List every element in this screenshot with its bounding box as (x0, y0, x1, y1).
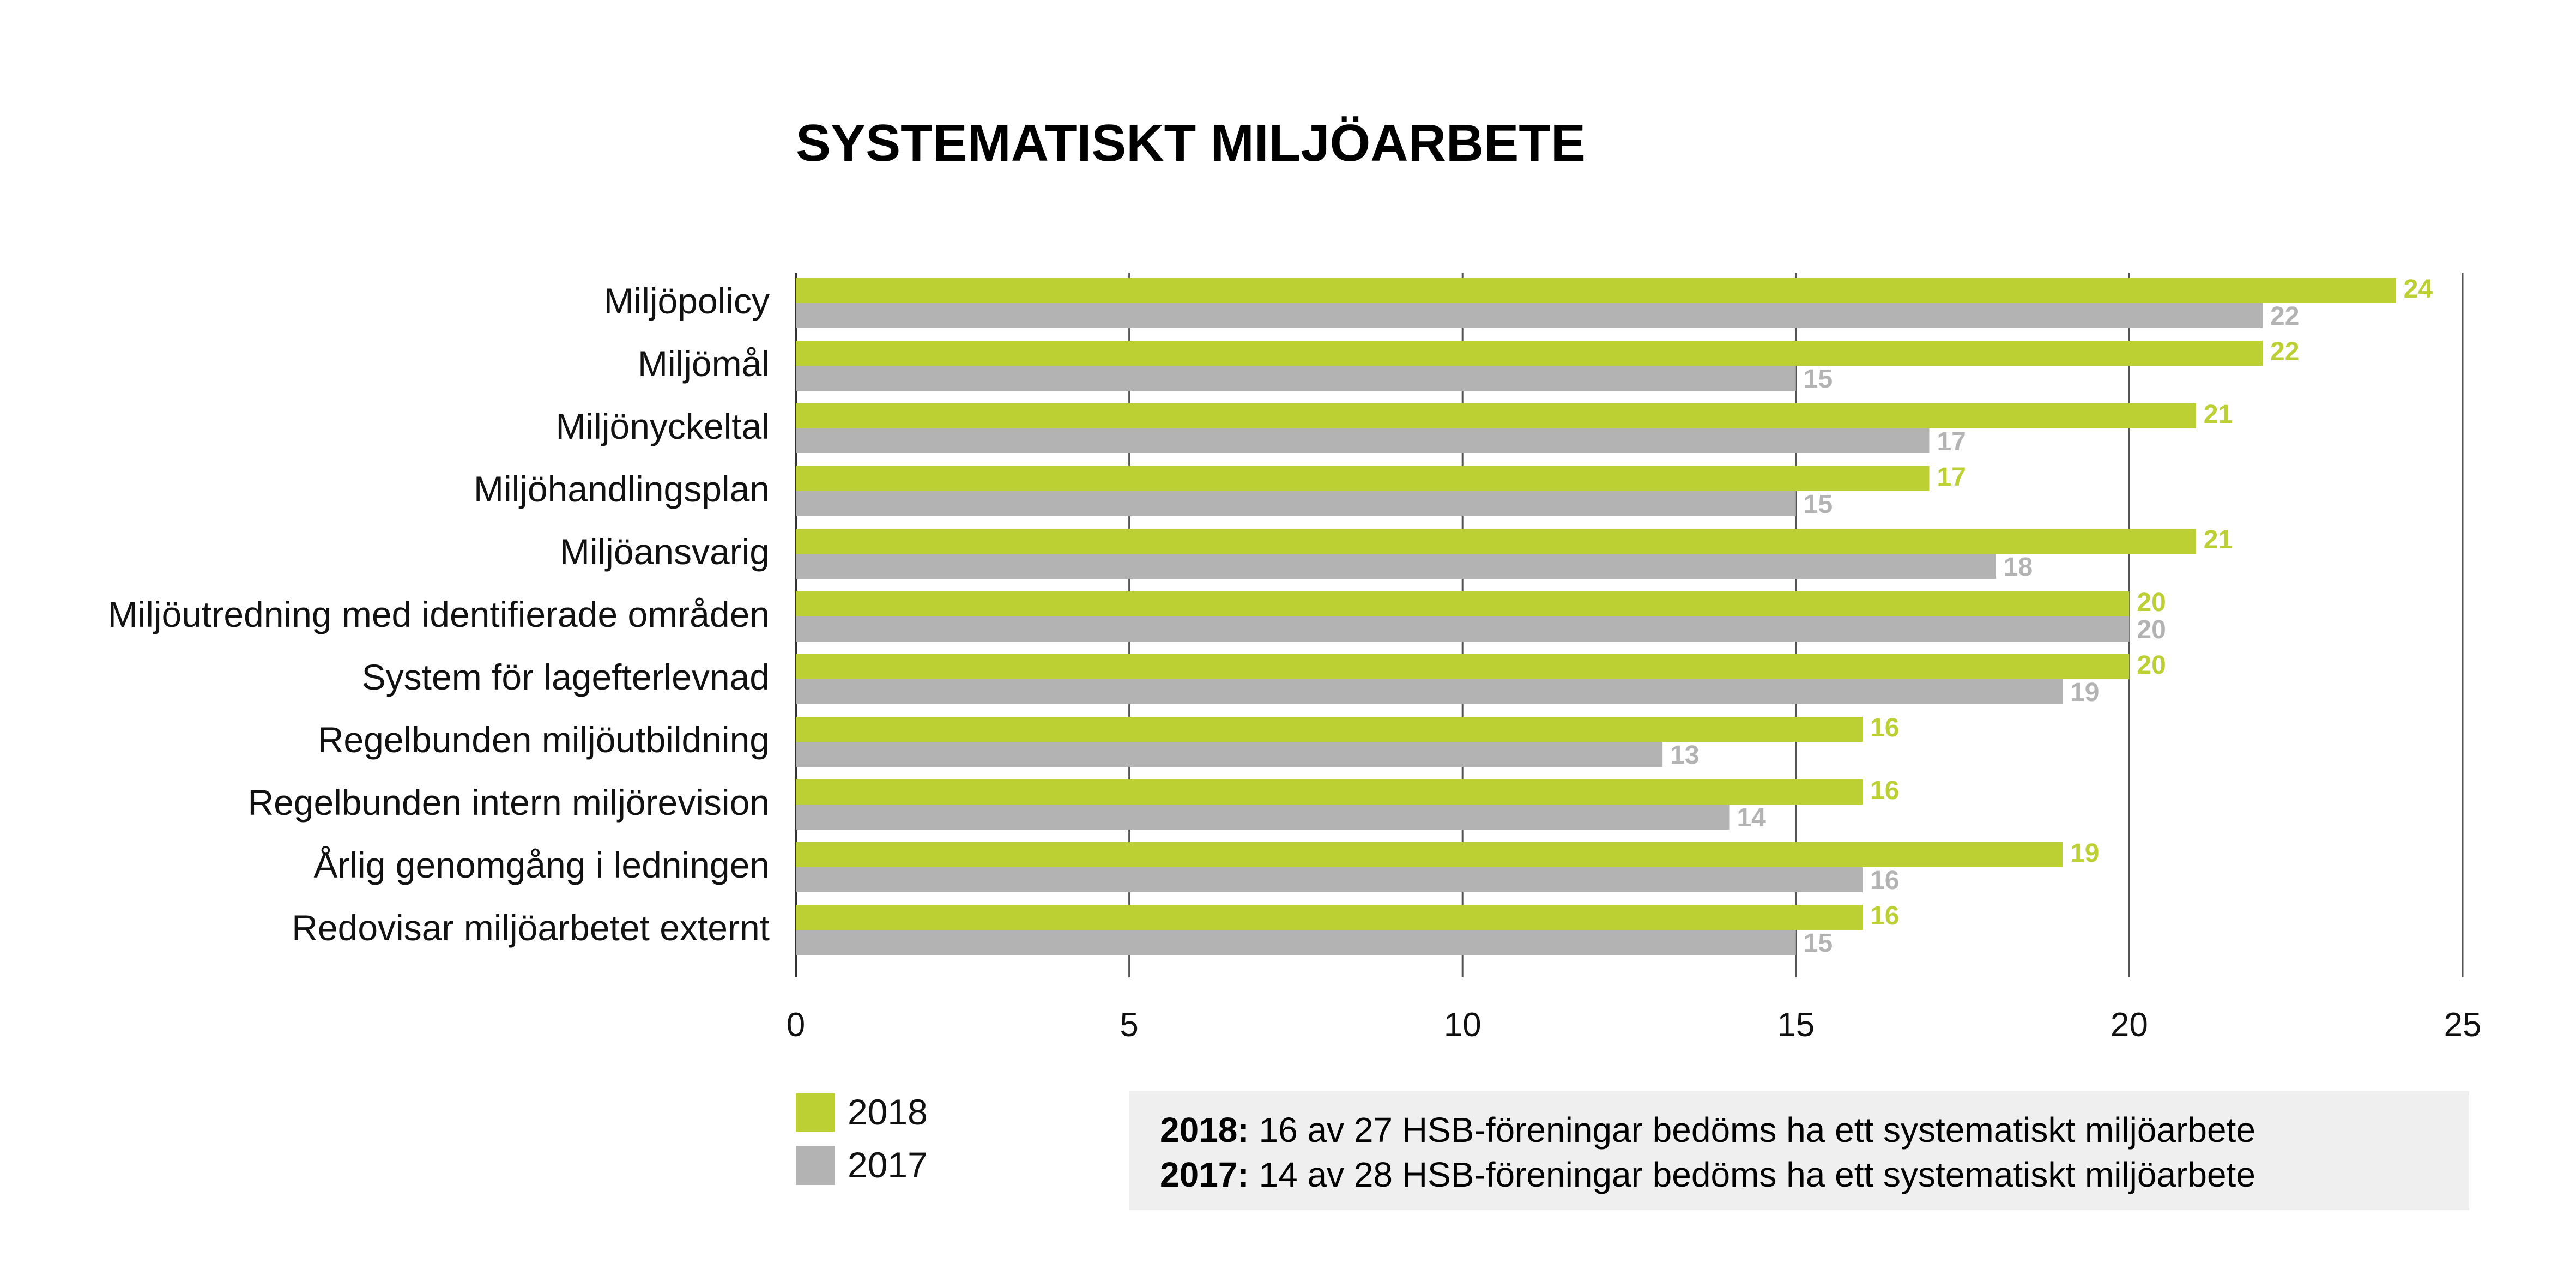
note-box: 2018: 16 av 27 HSB-föreningar bedöms ha … (1129, 1091, 2469, 1210)
category-label: Regelbunden intern miljörevision (247, 782, 770, 823)
value-label-2018: 24 (2404, 275, 2433, 304)
bar-2018 (796, 654, 2130, 679)
bar-2017 (796, 554, 1996, 579)
bar-2017 (796, 742, 1663, 767)
value-label-2018: 16 (1870, 776, 1899, 805)
category-label: Miljöpolicy (604, 281, 770, 321)
value-label-2018: 21 (2204, 400, 2233, 429)
legend-label-2018: 2018 (848, 1092, 928, 1132)
bar-2017 (796, 679, 2063, 704)
x-tick-label: 20 (2111, 1006, 2148, 1044)
value-label-2017: 22 (2270, 302, 2299, 331)
bar-2017 (796, 867, 1863, 892)
legend-swatch-2018 (796, 1093, 835, 1132)
value-label-2017: 13 (1670, 741, 1699, 770)
category-label: Miljöutredning med identifierade områden (108, 594, 770, 634)
bar-2018 (796, 278, 2396, 303)
note-background (1129, 1091, 2469, 1210)
note-text: 14 av 28 HSB-föreningar bedöms ha ett sy… (1249, 1155, 2255, 1194)
bar-2017 (796, 303, 2263, 328)
category-label: Årlig genomgång i ledningen (313, 845, 770, 885)
legend-label-2017: 2017 (848, 1145, 928, 1185)
bar-2017 (796, 616, 2130, 642)
x-tick-label: 0 (787, 1006, 805, 1044)
note-text: 16 av 27 HSB-föreningar bedöms ha ett sy… (1249, 1110, 2255, 1150)
bar-2017 (796, 930, 1796, 955)
bar-2018 (796, 529, 2196, 554)
bar-2018 (796, 717, 1863, 742)
bar-2018 (796, 341, 2263, 366)
bar-2017 (796, 366, 1796, 391)
x-tick-label: 10 (1444, 1006, 1481, 1044)
value-label-2018: 16 (1870, 713, 1899, 742)
value-label-2017: 19 (2070, 678, 2099, 707)
category-label: Regelbunden miljöutbildning (318, 719, 770, 760)
value-label-2018: 16 (1870, 902, 1899, 930)
category-label: Miljöansvarig (560, 531, 770, 572)
legend-swatch-2017 (796, 1146, 835, 1185)
bar-2018 (796, 403, 2196, 428)
x-tick-label: 25 (2444, 1006, 2482, 1044)
note-line: 2017: 14 av 28 HSB-föreningar bedöms ha … (1160, 1155, 2255, 1194)
category-label: Redovisar miljöarbetet externt (292, 908, 770, 948)
note-line: 2018: 16 av 27 HSB-föreningar bedöms ha … (1160, 1110, 2255, 1150)
bar-2018 (796, 779, 1863, 805)
category-label: Miljömål (638, 343, 770, 384)
value-label-2017: 15 (1804, 365, 1833, 394)
value-label-2017: 17 (1937, 427, 1966, 456)
category-label: System för lagefterlevnad (362, 657, 770, 697)
value-label-2017: 20 (2137, 615, 2166, 644)
bars: 2422221521171715211820202019161316141916… (796, 275, 2433, 958)
category-label: Miljönyckeltal (556, 406, 770, 446)
value-label-2018: 17 (1937, 463, 1966, 492)
value-label-2017: 18 (2004, 553, 2033, 582)
category-label: Miljöhandlingsplan (474, 469, 770, 509)
chart-title: SYSTEMATISKT MILJÖARBETE (796, 114, 1586, 172)
value-label-2018: 22 (2270, 337, 2299, 366)
bar-2017 (796, 491, 1796, 516)
value-label-2017: 15 (1804, 929, 1833, 958)
bar-2017 (796, 805, 1730, 830)
note-year: 2018: (1160, 1110, 1249, 1150)
x-tick-label: 15 (1777, 1006, 1815, 1044)
category-labels: Miljöpolicy Miljömål Miljönyckeltal Miljöha… (108, 281, 770, 948)
value-label-2017: 15 (1804, 490, 1833, 519)
x-tick-labels: 0 5 10 15 20 25 (787, 1006, 2482, 1044)
bar-2017 (796, 428, 1930, 453)
value-label-2018: 21 (2204, 525, 2233, 554)
x-tick-label: 5 (1120, 1006, 1138, 1044)
bar-2018 (796, 842, 2063, 867)
bar-2018 (796, 591, 2130, 616)
value-label-2017: 14 (1737, 803, 1766, 832)
bar-2018 (796, 466, 1930, 491)
bar-2018 (796, 905, 1863, 930)
legend: 2018 2017 (796, 1092, 928, 1185)
note-year: 2017: (1160, 1155, 1249, 1194)
value-label-2017: 16 (1870, 866, 1899, 895)
value-label-2018: 20 (2137, 651, 2166, 680)
value-label-2018: 20 (2137, 588, 2166, 617)
value-label-2018: 19 (2070, 839, 2099, 868)
